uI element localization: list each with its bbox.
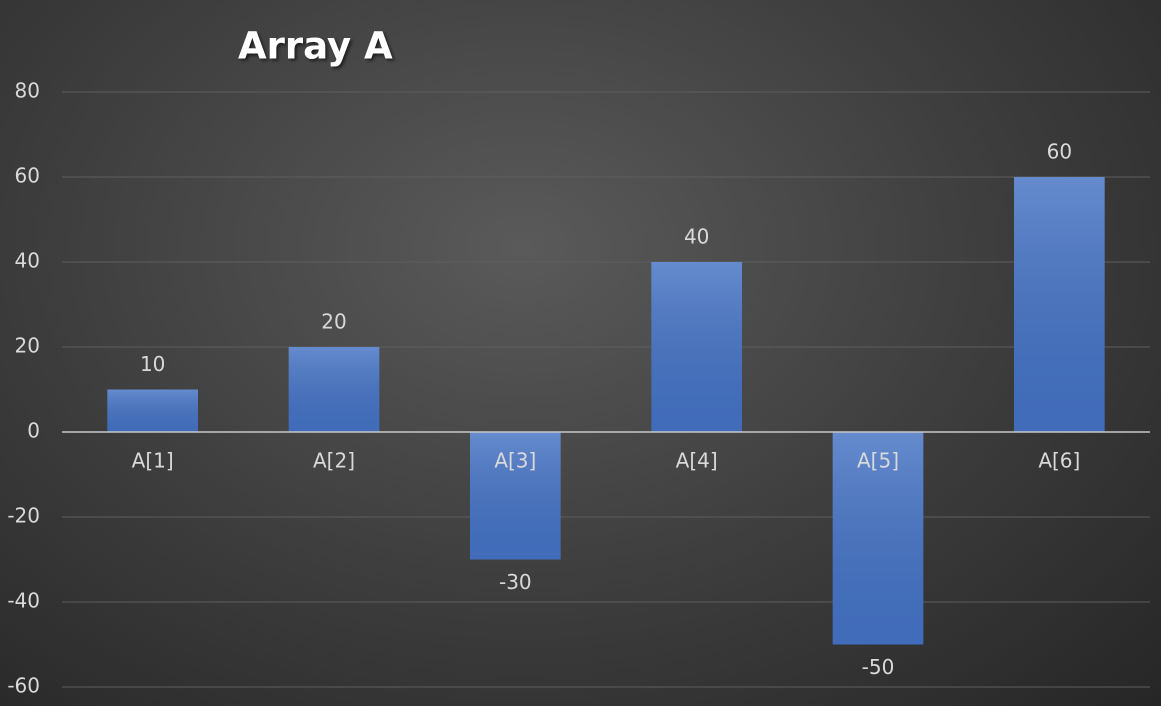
y-tick-label: -20 [7, 504, 40, 528]
x-tick-label: A[5] [857, 449, 899, 473]
bar-shade [470, 432, 561, 560]
data-label: 40 [684, 225, 709, 249]
x-tick-label: A[3] [494, 449, 536, 473]
bar-shade [832, 432, 924, 645]
y-tick-label: 40 [15, 249, 40, 273]
y-tick-label: -40 [7, 589, 40, 613]
data-label: -50 [862, 655, 895, 679]
y-tick-label: -60 [7, 674, 40, 698]
x-tick-label: A[1] [132, 449, 174, 473]
bar-shade [288, 347, 380, 432]
y-tick-label: 20 [15, 334, 40, 358]
bar-shade [1014, 177, 1105, 432]
x-tick-label: A[2] [313, 449, 355, 473]
x-tick-label: A[6] [1038, 449, 1080, 473]
y-tick-label: 80 [15, 79, 40, 103]
data-label: 60 [1047, 140, 1072, 164]
bar-shade [107, 389, 198, 432]
y-tick-label: 60 [15, 164, 40, 188]
chart-title: Array A [238, 25, 393, 68]
data-label: 10 [140, 352, 165, 376]
data-label: -30 [499, 570, 532, 594]
data-label: 20 [321, 310, 346, 334]
bar-shade [651, 262, 742, 432]
x-tick-label: A[4] [676, 449, 718, 473]
y-tick-label: 0 [27, 419, 40, 443]
